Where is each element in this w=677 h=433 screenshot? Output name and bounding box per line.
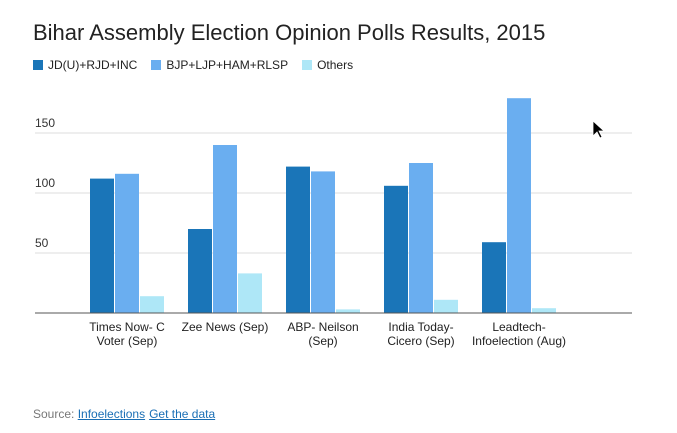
bar [140, 296, 164, 313]
source-label: Source: [33, 407, 75, 421]
legend-item: JD(U)+RJD+INC [33, 58, 137, 72]
bar [188, 229, 212, 313]
y-tick-label: 50 [35, 236, 49, 250]
y-tick-label: 150 [35, 116, 55, 130]
bar [115, 173, 139, 313]
legend-label: BJP+LJP+HAM+RLSP [166, 58, 289, 72]
bar [311, 171, 335, 313]
y-tick-label: 100 [35, 176, 55, 190]
bar [507, 98, 531, 313]
x-tick-label: Zee News (Sep) [181, 320, 269, 334]
data-link[interactable]: Get the data [149, 407, 216, 421]
legend-label: JD(U)+RJD+INC [48, 58, 138, 72]
bar [213, 145, 237, 313]
bar [286, 166, 310, 313]
x-tick-label: Times Now- C Voter (Sep) [89, 320, 165, 348]
bar [238, 273, 262, 313]
source-link[interactable]: Infoelections [77, 407, 146, 421]
legend-swatch [151, 60, 162, 70]
bar [90, 178, 114, 313]
source: Source: Infoelections Get the data [33, 407, 219, 421]
chart-title: Bihar Assembly Election Opinion Polls Re… [33, 20, 546, 45]
legend: JD(U)+RJD+INC BJP+LJP+HAM+RLSP Others [33, 58, 353, 72]
x-tick-label: Leadtech-Infoelection (Aug) [471, 320, 567, 348]
x-tick-label: ABP- Neilson (Sep) [287, 320, 359, 348]
bar [384, 185, 408, 313]
bar [409, 163, 433, 313]
legend-item: Others [302, 58, 353, 72]
bar [532, 308, 556, 313]
cursor [592, 120, 606, 139]
legend-item: BJP+LJP+HAM+RLSP [151, 58, 288, 72]
legend-label: Others [317, 58, 354, 72]
legend-swatch [33, 60, 43, 70]
x-tick-label: India Today-Cicero (Sep) [387, 320, 455, 348]
legend-swatch [302, 60, 313, 70]
bar [482, 242, 506, 313]
bar [336, 309, 360, 313]
bar [434, 299, 458, 313]
